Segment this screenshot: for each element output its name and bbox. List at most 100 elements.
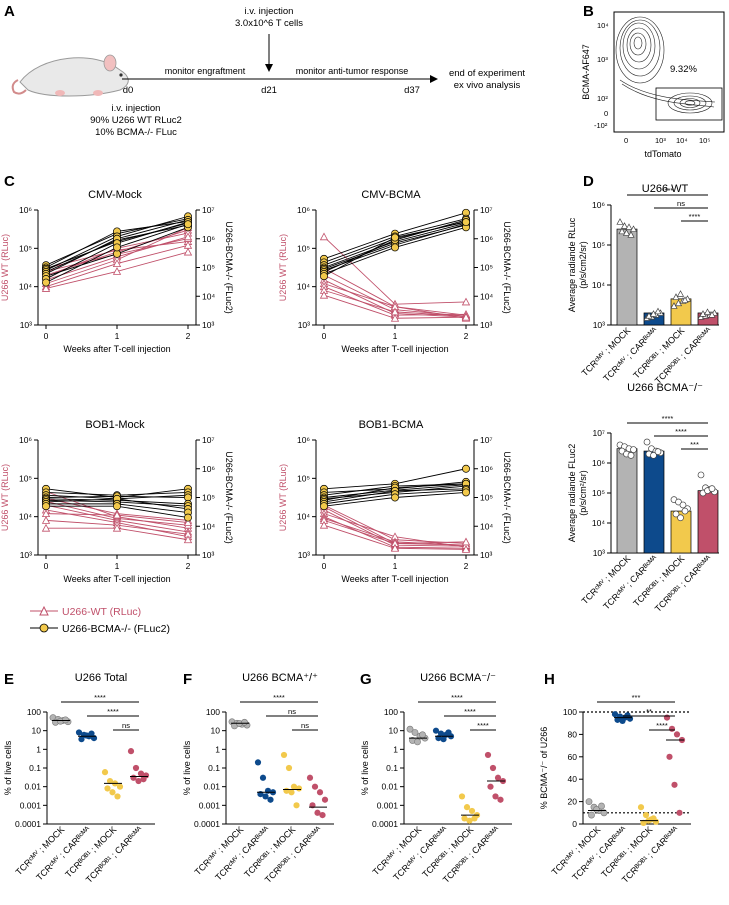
flow-contour-cluster-gated (667, 92, 713, 114)
plot-title: U266 BCMA⁻/⁻ (420, 672, 496, 684)
y-tick-label: 10⁶ (592, 458, 605, 468)
data-point (588, 811, 595, 819)
left-tick-label: 10⁵ (19, 243, 32, 253)
label-d0: d0 (123, 85, 134, 96)
gate-percentage: 9.32% (670, 64, 697, 75)
data-point-circle (681, 507, 689, 515)
right-axis-label: U266-BCMA-/- (FLuc2) (224, 451, 234, 544)
y-axis-label: % of live cells (182, 740, 192, 795)
left-axis-label: U266 WT (RLuc) (0, 464, 10, 531)
rluc-triangle-point (461, 545, 471, 553)
significance-label: **** (662, 186, 674, 195)
legend-rluc: U266-WT (RLuc) (62, 606, 141, 618)
plot-title: U266 Total (75, 672, 127, 684)
data-point (484, 751, 492, 759)
subplot-title: BOB1-BCMA (359, 419, 424, 431)
data-point-circle (643, 438, 651, 446)
panel-g-plot: U266 BCMA⁻/⁻ 100 10 1 0.1 0.01 0.001 0.0001 % of… (360, 672, 512, 885)
data-point (88, 730, 95, 737)
y-tick-label: 10⁴ (592, 280, 605, 290)
right-tick-label: 10⁷ (202, 435, 215, 445)
category-label: TCRᶜᴹⱽ ; MOCK (580, 325, 633, 378)
data-point (585, 798, 593, 805)
gate-box (655, 87, 723, 121)
rluc-triangle-point (183, 232, 193, 241)
panel-d-subplot-2: U266 BCMA⁻/⁻ 10⁷ 10⁶ 10⁵ 10⁴ 10³ Average radia… (567, 382, 719, 614)
panel-label-c: C (4, 173, 15, 190)
significance-label: **** (656, 721, 668, 730)
right-axis-label: U266-BCMA-/- (FLuc2) (502, 451, 512, 544)
data-point (673, 731, 681, 738)
data-point-triangle (625, 223, 633, 230)
data-point-triangle (622, 229, 631, 236)
y-axis-label: % of live cells (3, 740, 13, 795)
data-point-circle (679, 501, 687, 509)
b-xtick-3: 10⁵ (699, 136, 710, 145)
data-point (437, 730, 445, 737)
data-point (471, 815, 478, 822)
data-point (463, 804, 471, 811)
data-point (497, 796, 504, 803)
panel-b: B 9.32% 10⁴ 10³ 10² 0 -10² 0 10³ 10⁴ 10⁵… (581, 3, 725, 159)
y-axis-label-units: (p/s/cm2/sr) (578, 241, 588, 289)
left-tick-label: 10⁵ (297, 243, 310, 253)
data-point (642, 811, 650, 819)
data-point (106, 777, 114, 785)
data-point (614, 716, 621, 723)
b-ylabel: BCMA-AF647 (581, 44, 591, 100)
x-tick-label: 2 (464, 561, 469, 571)
data-point (262, 793, 269, 800)
left-tick-label: 10⁴ (19, 512, 32, 522)
rluc-triangle-point (41, 516, 51, 524)
left-tick-label: 10⁶ (297, 435, 310, 445)
subplot-title: U266 WT (642, 183, 689, 195)
y-tick-label: 100 (563, 707, 577, 717)
right-tick-label: 10⁷ (202, 205, 215, 215)
subplot-title: CMV-Mock (88, 189, 142, 201)
right-tick-label: 10⁵ (480, 263, 493, 273)
y-axis-label-units: (p/s/cm²/sr) (578, 470, 588, 516)
fluc-circle-point (391, 233, 399, 242)
data-point (132, 764, 140, 772)
significance-label: **** (662, 414, 674, 423)
panel-a: A i.v. injection 3.0x10^6 T cells monito… (4, 3, 525, 138)
significance-label: **** (477, 721, 489, 730)
significance-label: ns (122, 721, 130, 730)
y-tick-label: 100 (27, 707, 41, 717)
right-tick-label: 10⁴ (480, 521, 493, 531)
fluc-circle-point (391, 493, 399, 502)
data-point (640, 819, 647, 826)
data-point (62, 716, 69, 724)
y-axis-label: Average radiande RLuc (567, 217, 577, 312)
data-point (114, 793, 121, 800)
rluc-triangle-point (461, 297, 471, 306)
data-point (137, 770, 145, 777)
right-tick-label: 10⁶ (202, 234, 215, 244)
x-tick-label: 0 (322, 561, 327, 571)
panel-label-f: F (183, 671, 192, 688)
data-point (650, 815, 657, 822)
significance-label: ** (646, 707, 652, 716)
data-point (440, 736, 447, 743)
panel-label-g: G (360, 671, 372, 688)
y-tick-label: 60 (568, 752, 578, 762)
right-tick-label: 10⁵ (480, 493, 493, 503)
mouse-illustration (11, 54, 129, 97)
data-point (267, 796, 274, 803)
right-tick-label: 10⁵ (202, 493, 215, 503)
bar (616, 228, 638, 326)
panel-e-plot: U266 Total 100 10 1 0.1 0.01 0.001 0.0001 % of l… (3, 672, 155, 885)
y-tick-label: 10³ (593, 320, 605, 330)
timeline-arrowhead (430, 75, 438, 83)
data-point (624, 712, 631, 719)
x-tick-label: 2 (186, 331, 191, 341)
significance-label: ns (301, 721, 309, 730)
right-axis-label: U266-BCMA-/- (FLuc2) (502, 221, 512, 314)
x-axis-label: Weeks after T-cell injection (341, 344, 448, 354)
panel-label-e: E (4, 671, 14, 688)
data-point-triangle (620, 222, 629, 229)
data-point (101, 769, 109, 776)
flow-plot-frame (613, 11, 725, 133)
b-ytick-4: -10² (594, 121, 608, 130)
